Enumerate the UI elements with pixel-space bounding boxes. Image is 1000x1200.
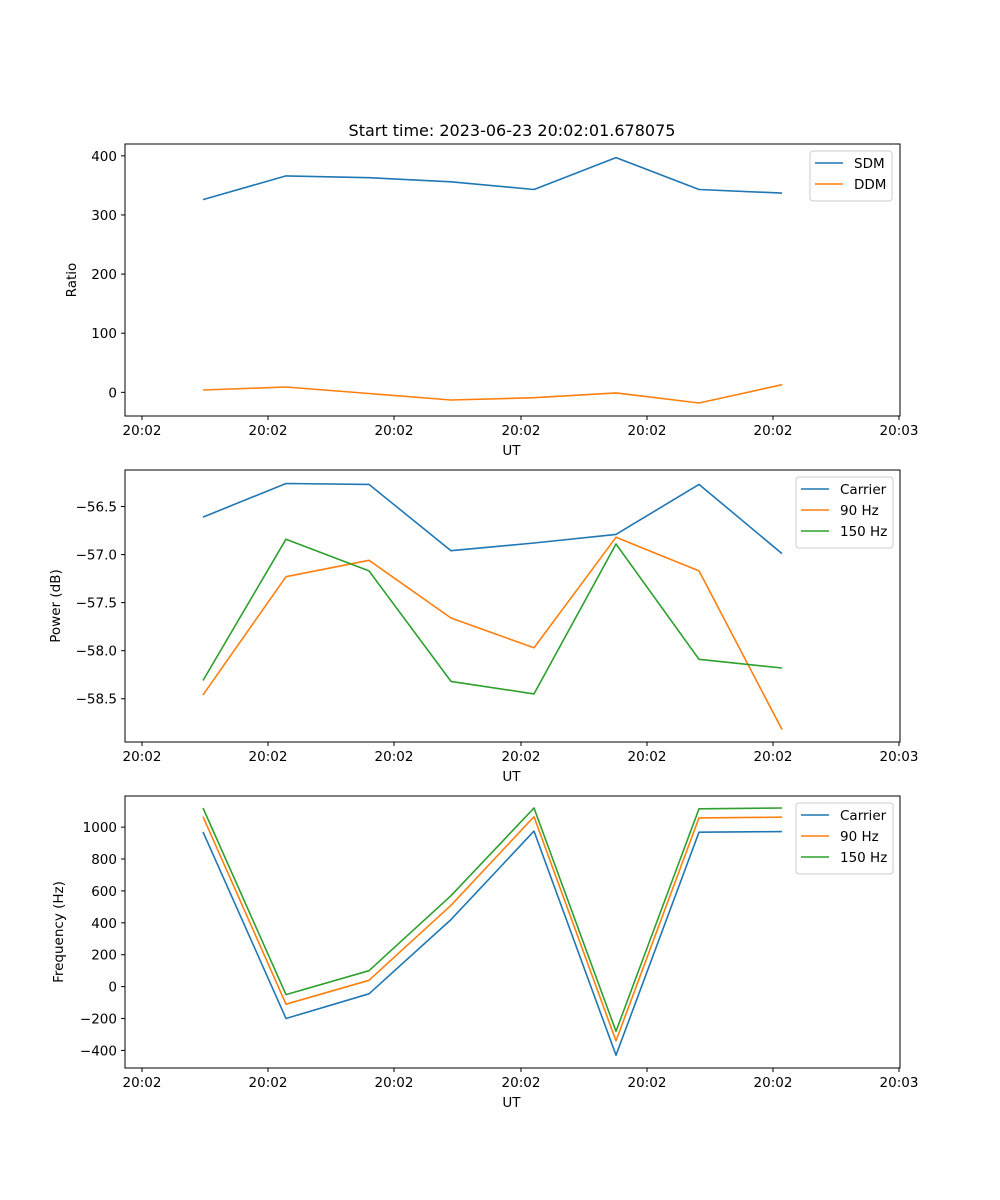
x-tick-label: 20:03	[880, 423, 919, 439]
y-tick-label: −58.0	[76, 644, 117, 660]
legend-label-90-hz: 90 Hz	[840, 503, 879, 519]
legend-label-sdm: SDM	[854, 156, 885, 172]
x-tick-label: 20:03	[880, 1075, 919, 1091]
y-tick-label: −57.0	[76, 548, 117, 564]
legend-label-90-hz: 90 Hz	[840, 829, 879, 845]
x-tick-label: 20:02	[628, 749, 667, 765]
x-tick-label: 20:02	[754, 423, 793, 439]
series-line-90-hz	[202, 815, 783, 1042]
series-line-150-hz	[202, 538, 783, 695]
y-axis-label: Power (dB)	[48, 569, 64, 642]
x-tick-label: 20:02	[375, 1075, 414, 1091]
series-line-90-hz	[202, 536, 783, 730]
y-tick-label: −56.5	[76, 500, 117, 516]
series-line-150-hz	[202, 807, 783, 1033]
legend-label-150-hz: 150 Hz	[840, 850, 887, 866]
legend: SDM DDM	[809, 150, 893, 202]
series-line-sdm	[202, 156, 783, 201]
y-tick-label: 800	[91, 852, 117, 868]
y-axis-label: Frequency (Hz)	[51, 881, 67, 983]
legend-label-carrier: Carrier	[840, 808, 887, 824]
y-tick-label: 0	[108, 385, 117, 401]
x-tick-label: 20:03	[880, 749, 919, 765]
x-tick-label: 20:02	[502, 1075, 541, 1091]
y-tick-label: −200	[80, 1012, 117, 1028]
x-tick-label: 20:02	[628, 423, 667, 439]
x-tick-label: 20:02	[628, 1075, 667, 1091]
x-tick-label: 20:02	[754, 1075, 793, 1091]
chart-title: Start time: 2023-06-23 20:02:01.678075	[349, 121, 676, 140]
axes-frame	[124, 469, 901, 743]
x-tick-label: 20:02	[502, 423, 541, 439]
x-tick-label: 20:02	[502, 749, 541, 765]
y-tick-label: 200	[91, 948, 117, 964]
y-tick-label: −58.5	[76, 692, 117, 708]
chart-panel-2: 20:02 20:02 20:02 20:02 20:02 20:02 20:03 −58.5…	[48, 469, 919, 785]
legend-label-ddm: DDM	[854, 177, 886, 193]
y-tick-label: 400	[91, 916, 117, 932]
y-tick-label: 300	[91, 208, 117, 224]
series-line-carrier	[202, 830, 783, 1056]
x-tick-label: 20:02	[123, 749, 162, 765]
x-tick-label: 20:02	[249, 1075, 288, 1091]
legend: Carrier 90 Hz 150 Hz	[795, 802, 894, 875]
y-tick-label: −57.5	[76, 596, 117, 612]
y-tick-label: 200	[91, 267, 117, 283]
chart-panel-1: 20:02 20:02 20:02 20:02 20:02 20:02 20:03 0 100 2…	[64, 143, 919, 459]
legend: Carrier 90 Hz 150 Hz	[795, 476, 894, 549]
y-tick-label: 400	[91, 149, 117, 165]
axes-frame	[124, 795, 901, 1069]
y-tick-label: 600	[91, 884, 117, 900]
x-tick-label: 20:02	[375, 423, 414, 439]
y-tick-label: 1000	[83, 820, 117, 836]
x-tick-label: 20:02	[249, 749, 288, 765]
chart-panel-3: 20:02 20:02 20:02 20:02 20:02 20:02 20:03 −400 −…	[51, 795, 919, 1111]
x-tick-label: 20:02	[375, 749, 414, 765]
y-tick-label: 100	[91, 326, 117, 342]
x-tick-label: 20:02	[754, 749, 793, 765]
x-tick-label: 20:02	[123, 1075, 162, 1091]
axes-frame	[124, 143, 901, 417]
legend-label-carrier: Carrier	[840, 482, 887, 498]
y-tick-label: 0	[108, 980, 117, 996]
x-tick-label: 20:02	[249, 423, 288, 439]
x-axis-label: UT	[502, 443, 521, 459]
y-axis-label: Ratio	[64, 263, 80, 298]
y-tick-label: −400	[80, 1043, 117, 1059]
series-line-carrier	[202, 482, 783, 555]
legend-label-150-hz: 150 Hz	[840, 524, 887, 540]
series-line-ddm	[202, 383, 783, 404]
x-tick-label: 20:02	[123, 423, 162, 439]
x-axis-label: UT	[502, 1095, 521, 1111]
x-axis-label: UT	[502, 769, 521, 785]
